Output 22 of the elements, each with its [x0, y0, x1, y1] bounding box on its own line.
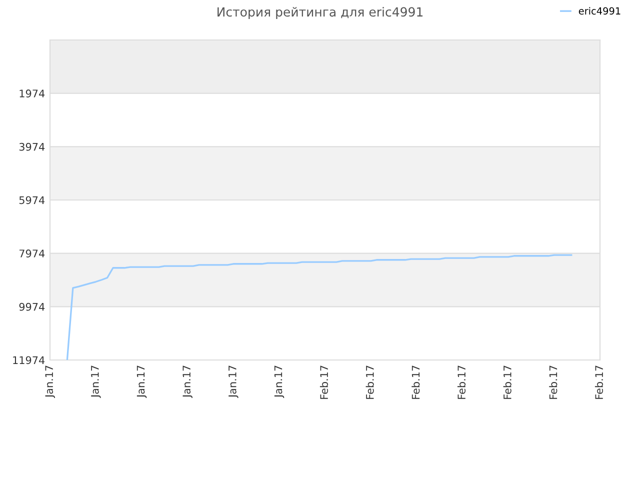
x-tick-label: Feb.17	[366, 366, 374, 399]
chart-title: История рейтинга для eric4991	[218, 6, 423, 20]
x-tick-label: Jan.17	[274, 366, 284, 398]
y-tick-label: 7974	[19, 250, 45, 258]
x-tick-label: Jan.17	[182, 366, 192, 398]
y-tick-label: 9974	[19, 302, 45, 311]
y-tick-label: 5974	[19, 196, 45, 204]
y-tick-label: 11974	[13, 356, 45, 364]
x-tick-label: Jan.17	[45, 366, 55, 398]
y-tick-label: 1974	[20, 90, 45, 98]
x-tick-label: Feb.17	[320, 366, 328, 399]
x-tick-label: Feb.17	[457, 366, 466, 399]
x-tick-label: Jan.17	[136, 366, 147, 398]
x-tick-label: Jan.17	[228, 366, 238, 398]
x-tick-label: Jan.17	[91, 366, 101, 398]
legend-label: eric4991	[578, 7, 620, 15]
y-tick-label: 3974	[19, 142, 45, 151]
line-series	[66, 254, 572, 360]
x-tick-label: Feb.17	[503, 366, 512, 399]
x-tick-label: Feb.17	[412, 366, 420, 399]
x-tick-label: Feb.17	[549, 366, 558, 399]
x-tick-label: Feb.17	[594, 366, 604, 399]
